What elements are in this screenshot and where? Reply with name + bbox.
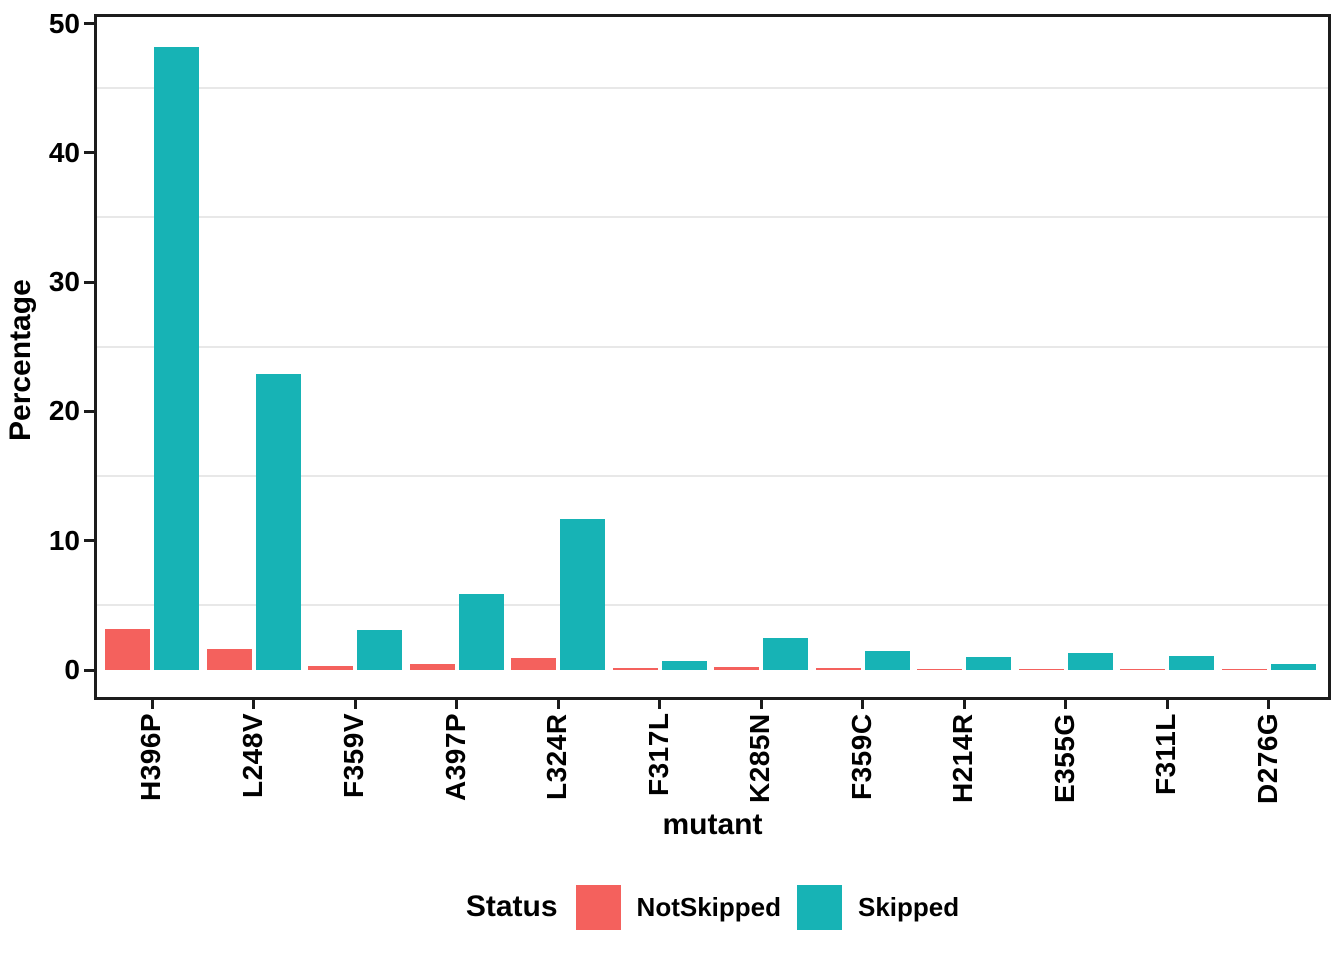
y-tick-mark bbox=[84, 22, 94, 25]
x-tick-mark bbox=[1165, 700, 1169, 709]
bar-e355g-skipped bbox=[1067, 652, 1113, 670]
x-tick-mark bbox=[150, 700, 154, 709]
minor-gridline bbox=[97, 345, 1328, 348]
bar-f317l-notskipped bbox=[612, 668, 658, 670]
bar-f359v-notskipped bbox=[308, 666, 353, 670]
legend-swatch-notskipped bbox=[575, 884, 621, 930]
bar-h396p-skipped bbox=[154, 46, 199, 670]
bar-d276g-notskipped bbox=[1221, 669, 1267, 670]
y-tick-label: 10 bbox=[48, 524, 80, 556]
x-tick-mark bbox=[759, 700, 763, 709]
bar-h396p-notskipped bbox=[105, 628, 150, 670]
y-tick-mark bbox=[84, 668, 94, 672]
bar-k285n-skipped bbox=[763, 637, 808, 670]
bar-h214r-skipped bbox=[966, 657, 1011, 670]
bar-h214r-notskipped bbox=[917, 668, 962, 670]
x-tick-mark bbox=[353, 700, 357, 709]
bar-l324r-notskipped bbox=[511, 658, 556, 670]
bar-k285n-notskipped bbox=[714, 667, 759, 670]
y-tick-mark bbox=[84, 539, 94, 543]
bar-f359v-skipped bbox=[357, 629, 402, 670]
minor-gridline bbox=[97, 87, 1328, 90]
x-axis-title: mutant bbox=[662, 808, 763, 841]
legend-title: Status bbox=[465, 890, 558, 923]
x-tick-mark bbox=[658, 700, 661, 709]
x-tick-mark bbox=[252, 700, 255, 709]
legend-swatch-skipped bbox=[797, 884, 842, 930]
x-tick-mark bbox=[1267, 700, 1270, 709]
plot-panel bbox=[94, 14, 1331, 700]
y-tick-mark bbox=[84, 409, 94, 413]
y-tick-label: 0 bbox=[64, 654, 80, 685]
bar-e355g-notskipped bbox=[1018, 668, 1064, 670]
x-tick-mark bbox=[455, 700, 458, 709]
legend: Status NotSkipped Skipped bbox=[97, 883, 1328, 931]
bar-l324r-skipped bbox=[560, 518, 605, 670]
y-tick-label: 20 bbox=[48, 395, 80, 427]
bar-l248v-skipped bbox=[255, 373, 301, 670]
bar-f317l-skipped bbox=[661, 660, 707, 670]
legend-label-skipped: Skipped bbox=[858, 891, 960, 922]
bar-d276g-skipped bbox=[1270, 664, 1316, 670]
y-axis-title: Percentage bbox=[4, 279, 37, 441]
minor-gridline bbox=[97, 475, 1328, 478]
y-tick-label: 30 bbox=[48, 266, 80, 298]
y-tick-label: 40 bbox=[48, 136, 80, 168]
minor-gridline bbox=[97, 604, 1328, 607]
x-tick-mark bbox=[861, 700, 864, 709]
minor-gridline bbox=[97, 216, 1328, 219]
bar-l248v-notskipped bbox=[206, 649, 252, 670]
y-tick-mark bbox=[84, 151, 94, 155]
y-tick-label: 50 bbox=[48, 7, 80, 39]
legend-label-notskipped: NotSkipped bbox=[636, 891, 781, 922]
bar-f359c-notskipped bbox=[815, 668, 861, 670]
x-tick-mark bbox=[962, 700, 966, 709]
y-tick-mark bbox=[84, 280, 94, 284]
x-tick-mark bbox=[556, 700, 560, 709]
bar-f311l-skipped bbox=[1169, 656, 1214, 670]
bar-a397p-skipped bbox=[458, 593, 504, 670]
bar-a397p-notskipped bbox=[409, 664, 455, 670]
bar-f311l-notskipped bbox=[1120, 668, 1165, 670]
bar-f359c-skipped bbox=[864, 651, 910, 670]
x-tick-mark bbox=[1064, 700, 1067, 709]
